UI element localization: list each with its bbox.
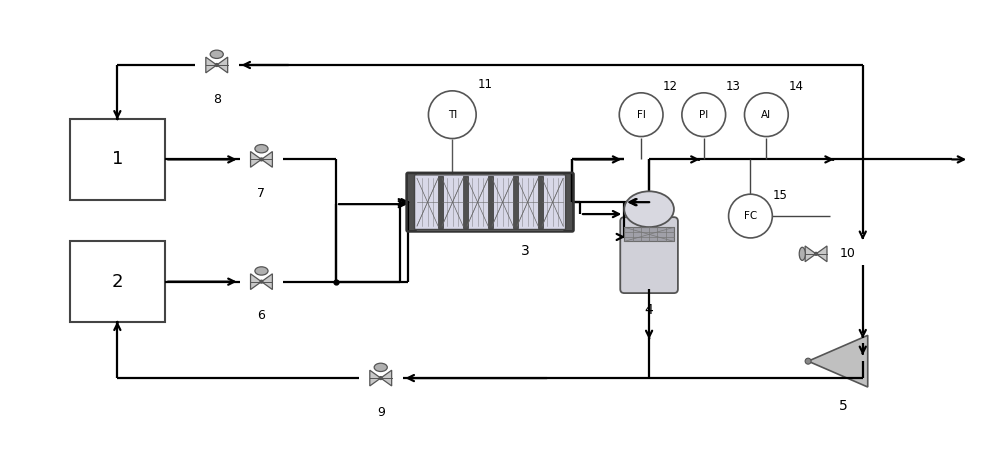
Polygon shape: [381, 370, 392, 386]
Ellipse shape: [624, 191, 674, 227]
Text: 3: 3: [520, 244, 529, 258]
Text: 6: 6: [258, 310, 265, 322]
Circle shape: [428, 91, 476, 138]
Polygon shape: [261, 152, 272, 167]
Bar: [488, 176, 493, 228]
Text: 12: 12: [663, 80, 678, 93]
Circle shape: [260, 158, 263, 161]
FancyBboxPatch shape: [564, 173, 573, 231]
Ellipse shape: [255, 144, 268, 153]
Text: 8: 8: [213, 93, 221, 106]
Bar: [463, 176, 468, 228]
Text: FC: FC: [744, 211, 757, 221]
Text: 11: 11: [478, 78, 493, 91]
Polygon shape: [206, 57, 217, 73]
Text: 9: 9: [377, 406, 385, 419]
Text: PI: PI: [699, 110, 708, 120]
Text: 2: 2: [112, 273, 123, 291]
Bar: [538, 176, 543, 228]
Polygon shape: [370, 370, 381, 386]
Text: 1: 1: [112, 150, 123, 168]
Circle shape: [805, 358, 811, 364]
Circle shape: [379, 377, 382, 380]
Text: 7: 7: [257, 187, 265, 200]
Text: TI: TI: [448, 110, 457, 120]
Bar: [70, 118, 165, 200]
Polygon shape: [805, 246, 816, 262]
FancyBboxPatch shape: [415, 175, 566, 229]
FancyBboxPatch shape: [407, 173, 416, 231]
Ellipse shape: [374, 363, 387, 371]
Bar: [70, 241, 165, 322]
Polygon shape: [217, 57, 228, 73]
Text: 13: 13: [726, 80, 740, 93]
Text: 15: 15: [772, 189, 787, 202]
FancyBboxPatch shape: [620, 217, 678, 293]
Text: AI: AI: [761, 110, 771, 120]
Text: FI: FI: [637, 110, 646, 120]
Bar: [438, 176, 443, 228]
Circle shape: [729, 194, 772, 238]
Circle shape: [215, 64, 218, 66]
Text: 4: 4: [645, 303, 653, 317]
Polygon shape: [808, 336, 868, 387]
Ellipse shape: [255, 267, 268, 275]
Polygon shape: [816, 246, 827, 262]
Circle shape: [260, 280, 263, 283]
Bar: [624, 227, 674, 242]
Text: 14: 14: [788, 80, 803, 93]
Circle shape: [744, 93, 788, 137]
Polygon shape: [251, 274, 261, 290]
Text: 5: 5: [839, 399, 847, 413]
Bar: [513, 176, 518, 228]
Polygon shape: [251, 152, 261, 167]
Ellipse shape: [210, 50, 223, 59]
Text: 10: 10: [840, 247, 856, 260]
Circle shape: [619, 93, 663, 137]
Circle shape: [682, 93, 726, 137]
Circle shape: [815, 252, 817, 255]
Ellipse shape: [799, 247, 805, 261]
Polygon shape: [261, 274, 272, 290]
